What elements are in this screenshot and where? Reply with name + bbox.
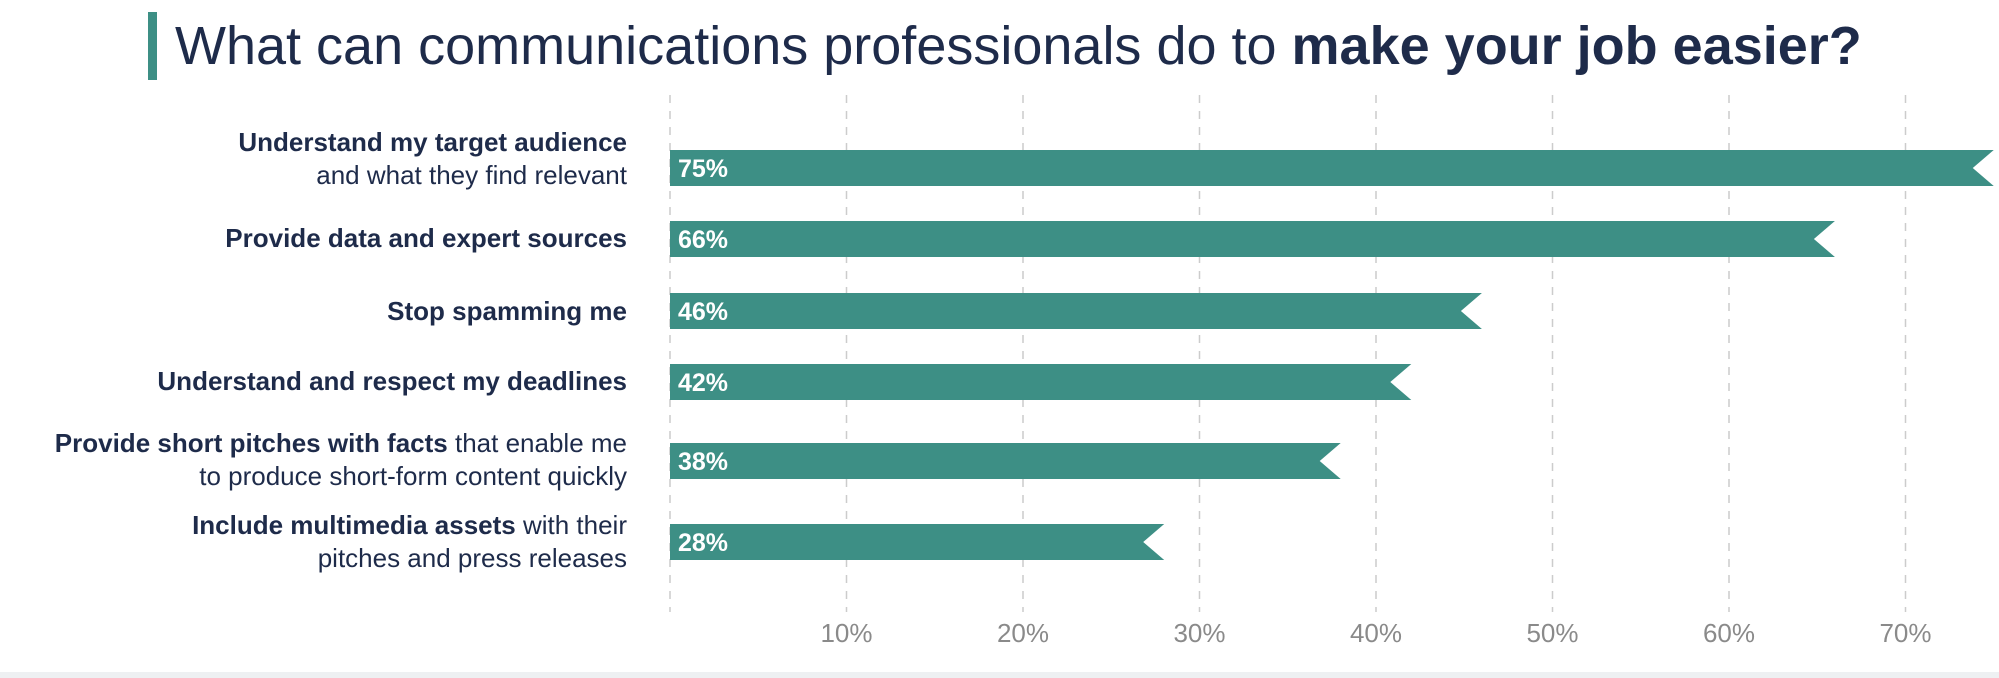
chart-title: What can communications professionals do… xyxy=(175,10,1862,82)
category-label-6-bold: Include multimedia assets xyxy=(192,510,516,540)
x-tick-label-60: 60% xyxy=(1703,618,1755,648)
title-accent-bar xyxy=(148,12,157,80)
x-tick-label-30: 30% xyxy=(1173,618,1225,648)
category-label-3-bold: Stop spamming me xyxy=(387,296,627,326)
title-normal: What can communications professionals do… xyxy=(175,16,1292,76)
x-tick-label-40: 40% xyxy=(1350,618,1402,648)
bar-value-label-6: 28% xyxy=(678,529,728,557)
category-label-1-bold: Understand my target audience xyxy=(238,127,627,157)
bar-4 xyxy=(670,364,1412,400)
bar-6 xyxy=(670,524,1165,560)
category-label-5-regular: that enable me to produce short-form con… xyxy=(199,428,627,491)
category-label-3: Stop spamming me xyxy=(387,295,627,328)
category-label-1-regular: and what they find relevant xyxy=(316,160,627,190)
bar-value-label-1: 75% xyxy=(678,155,728,183)
bar-value-label-2: 66% xyxy=(678,226,728,254)
x-tick-label-10: 10% xyxy=(820,618,872,648)
category-label-6: Include multimedia assets with their pit… xyxy=(157,509,627,575)
category-label-2: Provide data and expert sources xyxy=(225,222,627,255)
category-label-1: Understand my target audience and what t… xyxy=(238,126,627,192)
title-bold: make your job easier? xyxy=(1291,16,1862,76)
x-tick-label-70: 70% xyxy=(1879,618,1931,648)
bar-5 xyxy=(670,443,1341,479)
bar-value-label-5: 38% xyxy=(678,448,728,476)
category-label-4: Understand and respect my deadlines xyxy=(157,365,627,398)
bar-1 xyxy=(670,150,1994,186)
bar-value-label-3: 46% xyxy=(678,298,728,326)
category-label-6-regular: with their pitches and press releases xyxy=(317,510,627,573)
bar-3 xyxy=(670,293,1482,329)
bar-value-label-4: 42% xyxy=(678,369,728,397)
category-label-5-bold: Provide short pitches with facts xyxy=(54,428,448,458)
x-tick-label-20: 20% xyxy=(997,618,1049,648)
category-label-2-bold: Provide data and expert sources xyxy=(225,223,627,253)
category-label-5: Provide short pitches with facts that en… xyxy=(27,427,627,493)
bar-2 xyxy=(670,221,1835,257)
x-tick-label-50: 50% xyxy=(1526,618,1578,648)
bottom-strip xyxy=(0,672,1999,678)
category-label-4-bold: Understand and respect my deadlines xyxy=(157,366,627,396)
